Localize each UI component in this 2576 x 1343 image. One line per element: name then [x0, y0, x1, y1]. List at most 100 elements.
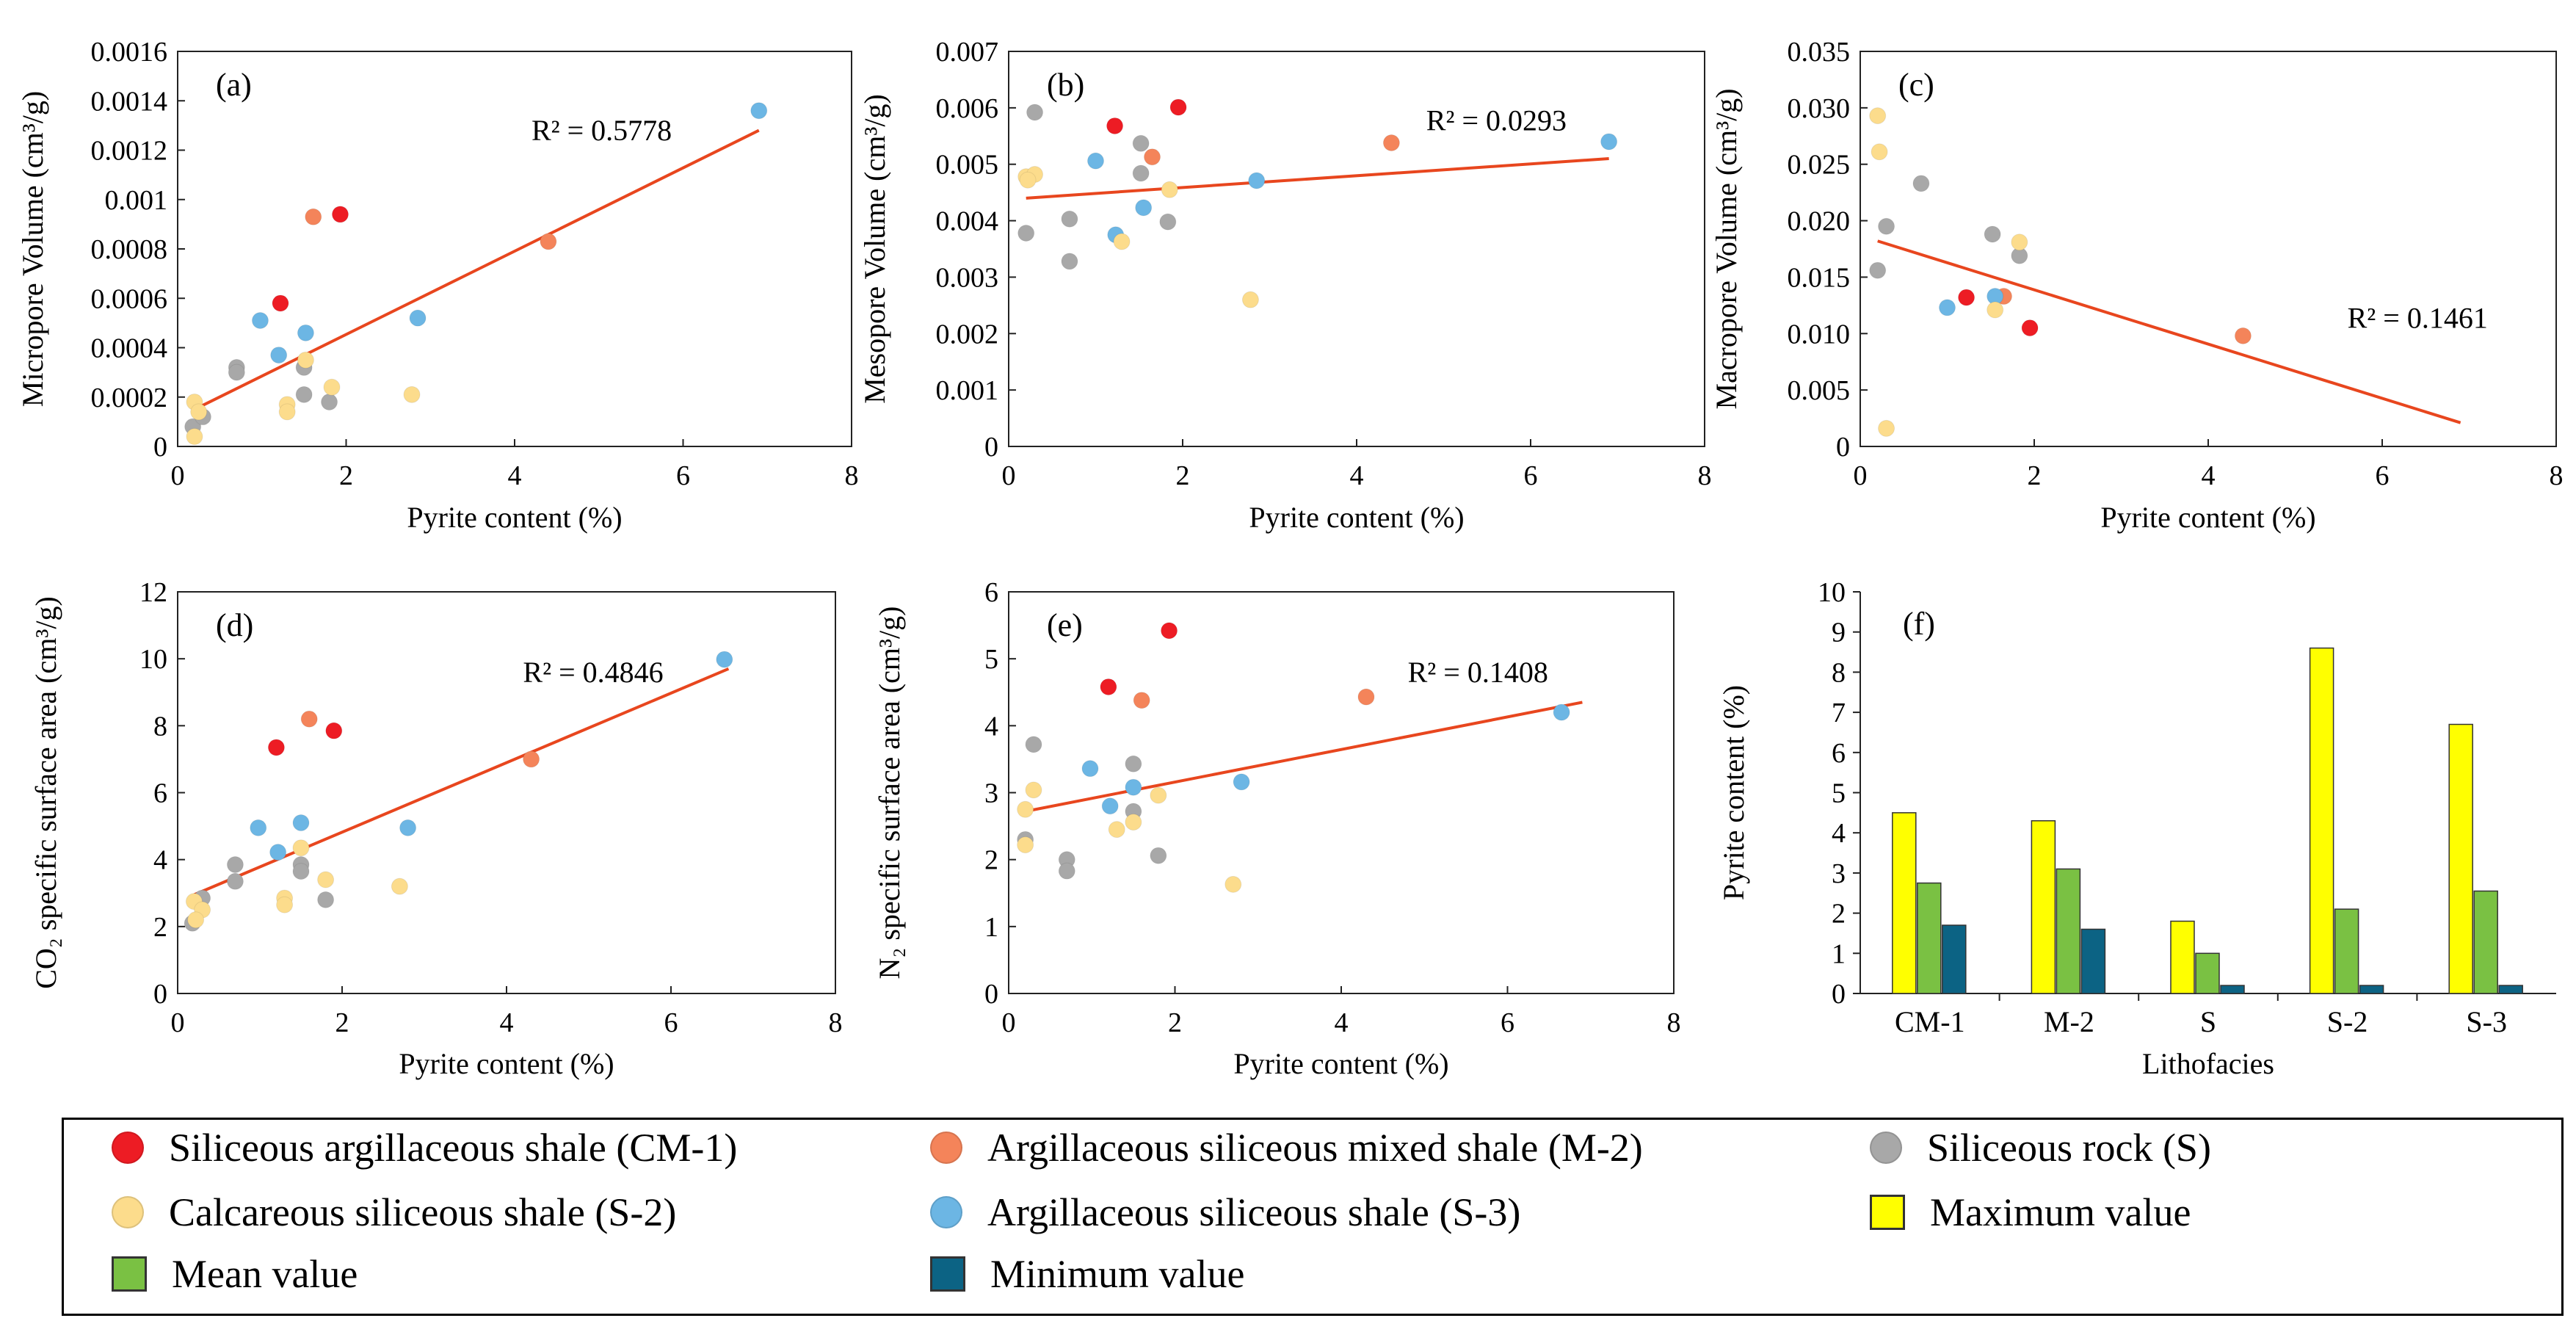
data-point-S: [1132, 134, 1150, 152]
legend-marker: [930, 1256, 965, 1292]
y-tick-label: 0.005: [936, 150, 999, 181]
legend-item-S: Siliceous rock (S): [1870, 1126, 2211, 1170]
data-point-S-2: [1161, 181, 1178, 198]
plot-frame: [1860, 51, 2557, 447]
y-tick-label: 6: [1832, 738, 1846, 769]
y-tick-label: 12: [139, 577, 167, 608]
data-point-S-2: [1113, 233, 1131, 250]
x-tick-label: 4: [2202, 460, 2216, 491]
y-tick-label: 6: [153, 778, 167, 809]
legend-label: Siliceous rock (S): [1927, 1126, 2211, 1170]
r-squared-label: R² = 0.4846: [523, 656, 663, 689]
y-axis-label: N₂ specific surface area (cm³/g): [873, 607, 906, 980]
data-point-S: [1058, 862, 1075, 880]
data-point-S-2: [1869, 107, 1887, 125]
trend-line: [1025, 701, 1583, 813]
data-point-S-2: [1019, 171, 1037, 189]
data-point-S-2: [403, 385, 421, 403]
y-tick-label: 10: [1818, 577, 1846, 608]
y-tick-label: 0.001: [936, 375, 999, 406]
x-tick-label: 0: [171, 460, 185, 491]
y-tick-label: 0.004: [936, 206, 999, 237]
trend-line: [1877, 239, 2461, 424]
data-point-S: [1025, 736, 1042, 753]
data-point-S-3: [1135, 199, 1153, 217]
r-squared-label: R² = 0.1408: [1408, 656, 1548, 689]
data-point-S-2: [2011, 234, 2028, 251]
x-tick-label: 8: [1698, 460, 1712, 491]
plot-frame: [177, 591, 836, 994]
chart-panel-a: 0 0.0002 0.0004 0.0006 0.0008 0.001 0.0012 0.00…: [16, 37, 859, 534]
y-tick-label: 2: [153, 912, 167, 943]
y-tick-label: 0.0004: [91, 333, 168, 364]
x-tick-label: 4: [508, 460, 522, 491]
data-point-S-3: [1087, 152, 1104, 170]
y-tick-label: 0.0008: [91, 234, 168, 265]
legend-item-CM-1: Siliceous argillaceous shale (CM-1): [112, 1126, 737, 1170]
y-tick-label: 0.001: [105, 185, 168, 216]
r-squared-label: R² = 0.1461: [2348, 302, 2488, 335]
data-point-M-2: [1382, 134, 1400, 152]
legend-item-S-2: Calcareous siliceous shale (S-2): [112, 1190, 676, 1234]
bar-min: [2080, 928, 2106, 994]
panel-label: (c): [1898, 67, 1934, 103]
x-axis-label: Pyrite content (%): [1233, 1047, 1448, 1080]
legend-marker: [112, 1132, 144, 1164]
legend-marker: [930, 1196, 962, 1228]
data-point-S-3: [269, 844, 287, 861]
y-tick-label: 1: [1832, 938, 1846, 969]
data-point-S-3: [716, 651, 733, 668]
legend-marker: [112, 1256, 147, 1292]
trend-line: [194, 128, 760, 411]
x-tick-label: 8: [829, 1007, 843, 1038]
bar-min: [1942, 924, 1967, 994]
y-tick-label: 0.006: [936, 93, 999, 124]
y-tick-label: 0.035: [1788, 37, 1851, 68]
legend-marker: [930, 1132, 962, 1164]
bar-max: [2448, 723, 2473, 994]
legend-marker: [1870, 1195, 1905, 1230]
y-tick-label: 0: [1832, 979, 1846, 1010]
data-point-S-3: [1939, 299, 1956, 316]
y-tick-label: 0.015: [1788, 262, 1851, 293]
data-point-S: [226, 872, 244, 890]
data-point-CM-1: [267, 739, 285, 756]
data-point-S-3: [409, 309, 427, 327]
legend-item-mean: Mean value: [112, 1252, 358, 1296]
x-tick-label: 4: [1335, 1007, 1349, 1038]
x-tick-label: 0: [171, 1007, 185, 1038]
y-tick-label: 0.007: [936, 37, 999, 68]
data-point-S-2: [1150, 786, 1167, 804]
y-tick-label: 0: [984, 979, 998, 1010]
legend-item-M-2: Argillaceous siliceous mixed shale (M-2): [930, 1126, 1643, 1170]
data-point-CM-1: [1161, 622, 1178, 640]
legend-marker: [112, 1196, 144, 1228]
x-tick-label: 2: [335, 1007, 349, 1038]
y-tick-label: 0: [1836, 432, 1850, 463]
y-axis-label: Macropore Volume (cm³/g): [1710, 88, 1743, 409]
data-point-S: [317, 891, 335, 908]
r-squared-label: R² = 0.5778: [531, 114, 672, 147]
x-tick-label: 0: [1854, 460, 1868, 491]
y-tick-label: 0.030: [1788, 93, 1851, 124]
x-axis-label: Lithofacies: [2142, 1047, 2274, 1080]
data-point-S-3: [1125, 778, 1142, 796]
bar-max: [1892, 812, 1917, 994]
category-label: S: [2200, 1005, 2216, 1038]
y-tick-label: 0.0012: [91, 136, 168, 167]
x-tick-label: 8: [845, 460, 859, 491]
legend-label: Siliceous argillaceous shale (CM-1): [169, 1126, 738, 1170]
legend-label: Mean value: [172, 1252, 358, 1296]
data-point-S-2: [1878, 419, 1895, 437]
data-point-S-2: [1108, 821, 1125, 839]
y-tick-label: 4: [153, 845, 167, 876]
y-tick-label: 0.0002: [91, 383, 168, 413]
r-squared-label: R² = 0.0293: [1426, 104, 1567, 137]
legend-marker: [1870, 1132, 1902, 1164]
data-point-S-3: [1101, 797, 1119, 815]
data-point-S-3: [292, 814, 310, 832]
x-tick-label: 2: [339, 460, 353, 491]
data-point-S: [228, 363, 245, 381]
x-tick-label: 6: [676, 460, 690, 491]
